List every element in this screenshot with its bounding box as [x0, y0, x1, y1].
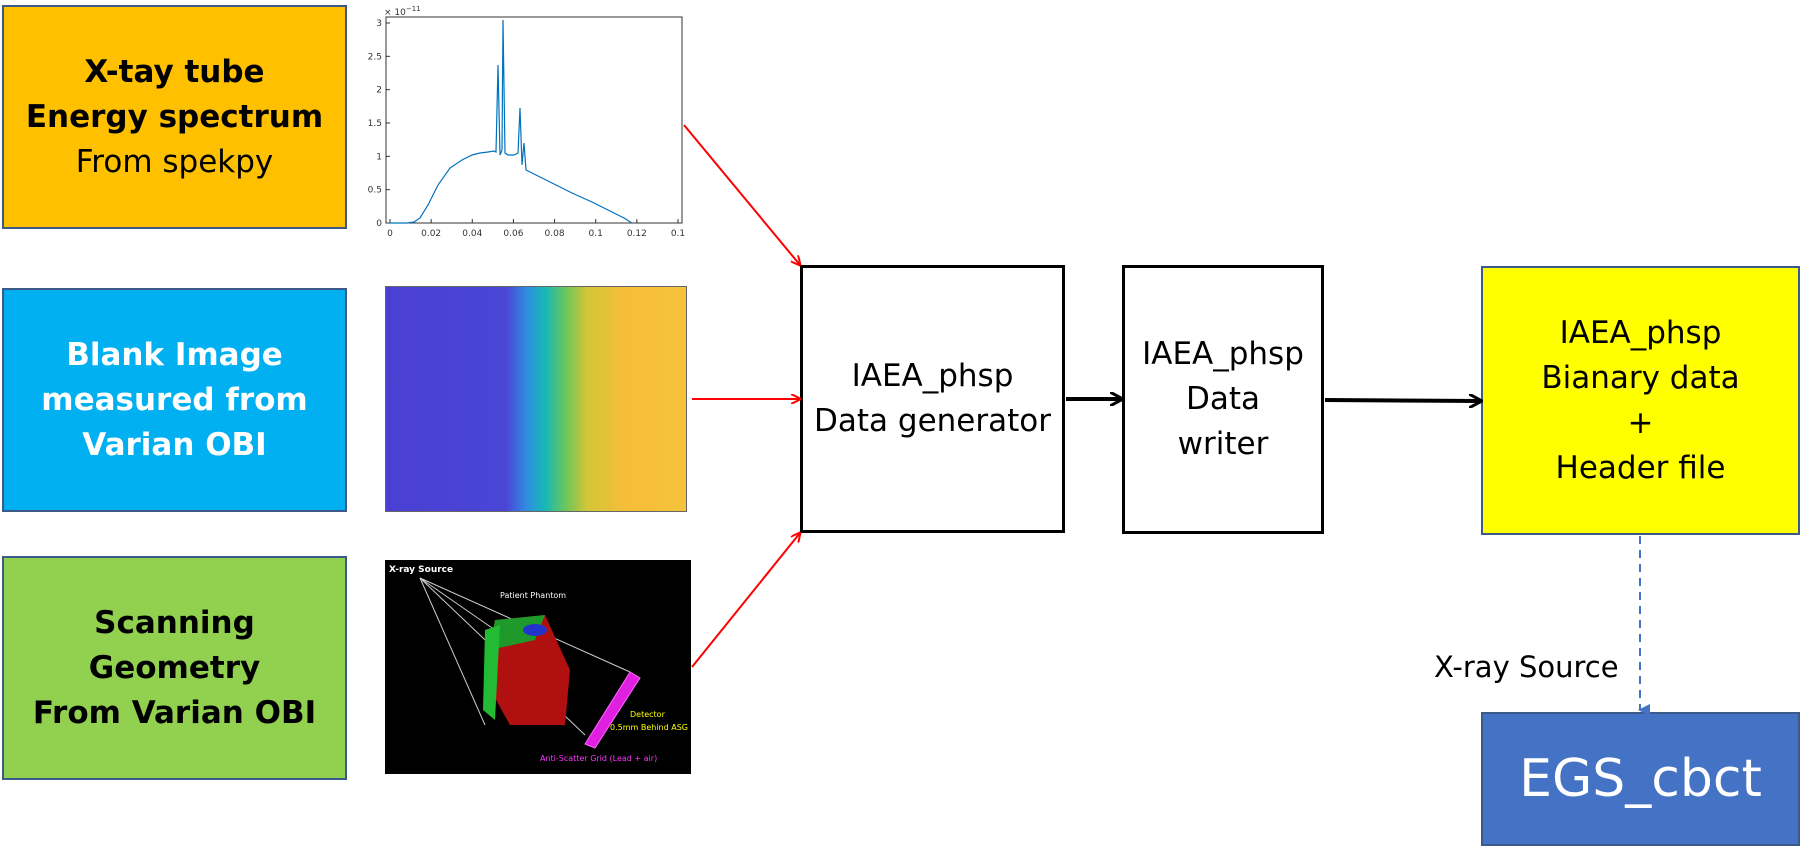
x-tick-label: 0.1 [671, 229, 685, 237]
generator-line2: Data generator [814, 403, 1051, 439]
scanning-geometry-image: X-ray Source Patient Phantom Detector 0.… [385, 560, 691, 774]
geometry-source-box: Scanning Geometry From Varian OBI [2, 556, 347, 780]
y-tick-label: 2.5 [368, 52, 382, 62]
blank-title-line1: Blank Image [66, 336, 283, 373]
x-tick-labels: 0 0.02 0.04 0.06 0.08 0.1 0.12 0.1 [387, 219, 685, 237]
output-line1: IAEA_phsp [1559, 314, 1722, 351]
data-writer-box: IAEA_phsp Data writer [1122, 265, 1324, 534]
writer-line3: writer [1177, 426, 1269, 462]
arrow-geometry-to-generator [691, 533, 800, 668]
spectrum-source-box: X-tay tube Energy spectrum From spekpy [2, 5, 347, 229]
exponent-label: × 10−11 [384, 5, 421, 18]
blank-title-line3: Varian OBI [82, 426, 267, 463]
geometry-label-source: X-ray Source [389, 565, 453, 575]
geometry-label-phantom: Patient Phantom [500, 591, 566, 600]
detector-shape [584, 671, 641, 749]
geometry-label-grid: Anti-Scatter Grid (Lead + air) [540, 754, 657, 763]
geometry-title-line2: From Varian OBI [32, 694, 317, 731]
geometry-title-line1: Scanning Geometry [88, 604, 261, 686]
y-tick-label: 1.5 [368, 119, 382, 129]
x-tick-label: 0.1 [589, 229, 603, 237]
y-tick-label: 0 [376, 219, 382, 229]
x-tick-label: 0.08 [545, 229, 565, 237]
egs-cbct-box: EGS_cbct [1481, 712, 1800, 846]
output-line3: + [1627, 404, 1654, 441]
x-ray-source-link-label: X-ray Source [1434, 650, 1619, 684]
spectrum-title-line1: X-tay tube [84, 53, 265, 90]
geometry-label-detector: Detector [630, 710, 666, 719]
x-tick-label: 0.02 [421, 229, 441, 237]
generator-line1: IAEA_phsp [851, 358, 1014, 394]
writer-line1: IAEA_phsp [1142, 336, 1304, 372]
output-box: IAEA_phsp Bianary data + Header file [1481, 266, 1800, 535]
y-tick-labels: 3 2.5 2 1.5 1 0.5 0 [368, 19, 390, 229]
y-tick-label: 2 [376, 86, 382, 96]
output-line2: Bianary data [1541, 359, 1740, 396]
blank-image-source-box: Blank Image measured from Varian OBI [2, 288, 347, 512]
spectrum-title-line2: Energy spectrum [25, 98, 324, 135]
y-tick-label: 3 [376, 19, 382, 29]
blank-image-thumbnail [385, 286, 687, 512]
arrow-writer-to-output [1324, 400, 1481, 401]
data-generator-box: IAEA_phsp Data generator [800, 265, 1065, 533]
x-tick-label: 0.12 [627, 229, 647, 237]
writer-line2: Data [1185, 381, 1261, 417]
geometry-label-detector-offset: 0.5mm Behind ASG [610, 723, 688, 732]
output-line4: Header file [1555, 449, 1726, 486]
x-tick-label: 0 [387, 229, 393, 237]
blank-title-line2: measured from [41, 381, 308, 418]
x-tick-label: 0.04 [462, 229, 482, 237]
egs-label: EGS_cbct [1519, 749, 1762, 809]
energy-spectrum-plot: × 10−11 32.521.510.50 0 0.02 0.04 0.06 0.08 0… [368, 5, 685, 237]
x-tick-label: 0.06 [503, 229, 523, 237]
spectrum-line [390, 19, 633, 224]
spectrum-subtitle: From spekpy [75, 143, 274, 180]
y-tick-label: 1 [376, 152, 382, 162]
arrow-spectrum-to-generator [683, 124, 800, 265]
y-tick-label: 0.5 [368, 186, 382, 196]
